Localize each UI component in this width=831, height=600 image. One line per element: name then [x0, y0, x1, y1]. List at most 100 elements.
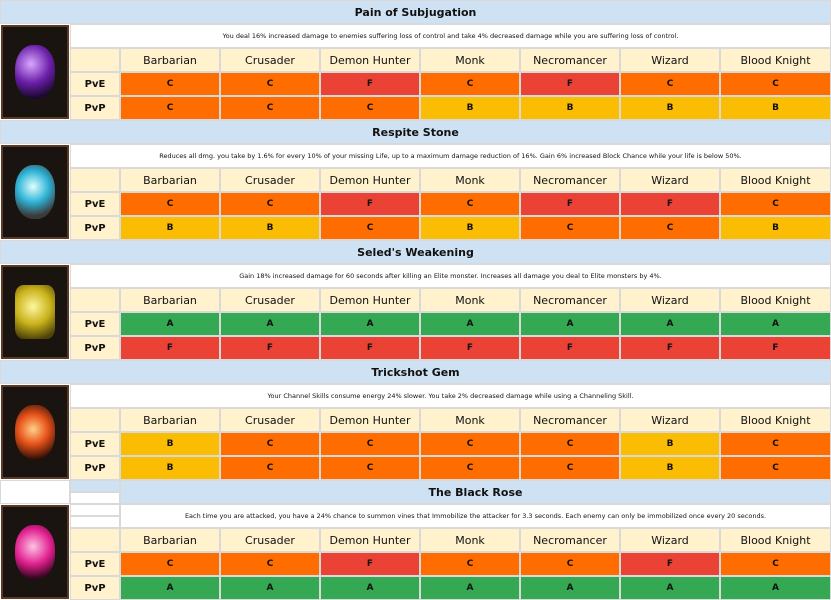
class-header: Blood Knight	[720, 528, 831, 552]
grade: B	[720, 216, 831, 240]
grade: B	[720, 96, 831, 120]
grade: F	[620, 552, 720, 576]
grade: C	[220, 456, 320, 480]
grade: C	[120, 192, 220, 216]
gem-title: Pain of Subjugation	[0, 0, 831, 24]
class-header: Wizard	[620, 48, 720, 72]
row-label: PvE	[70, 312, 120, 336]
grade: B	[420, 216, 520, 240]
grade: A	[520, 576, 620, 600]
class-header: Wizard	[620, 288, 720, 312]
grade: A	[220, 312, 320, 336]
grade: C	[720, 552, 831, 576]
row-label: PvP	[70, 576, 120, 600]
grade: B	[120, 432, 220, 456]
gem-title: Seled's Weakening	[0, 240, 831, 264]
header-corner	[70, 288, 120, 312]
class-header: Necromancer	[520, 168, 620, 192]
grade: F	[320, 192, 420, 216]
class-header: Demon Hunter	[320, 288, 420, 312]
grade: C	[520, 552, 620, 576]
grade: C	[720, 432, 831, 456]
class-header: Blood Knight	[720, 168, 831, 192]
grade: C	[420, 72, 520, 96]
gem-icon	[1, 505, 69, 599]
grade: F	[320, 336, 420, 360]
class-header: Crusader	[220, 168, 320, 192]
grade: F	[520, 72, 620, 96]
class-header: Wizard	[620, 528, 720, 552]
grade: C	[220, 552, 320, 576]
grade: B	[120, 456, 220, 480]
grade: A	[520, 312, 620, 336]
grade: C	[720, 192, 831, 216]
grade: A	[120, 576, 220, 600]
class-header: Barbarian	[120, 408, 220, 432]
class-header: Blood Knight	[720, 48, 831, 72]
spacer	[70, 504, 120, 516]
header-corner	[70, 48, 120, 72]
gem-title: The Black Rose	[120, 480, 831, 504]
grade: F	[620, 336, 720, 360]
grade: C	[120, 552, 220, 576]
spacer	[0, 480, 70, 504]
grade: C	[120, 96, 220, 120]
grade: C	[320, 216, 420, 240]
class-header: Barbarian	[120, 288, 220, 312]
gem-icon	[1, 145, 69, 239]
grade: C	[220, 432, 320, 456]
grade: F	[420, 336, 520, 360]
row-label: PvP	[70, 216, 120, 240]
grade: B	[520, 96, 620, 120]
grade: A	[320, 576, 420, 600]
spacer	[70, 492, 120, 504]
row-label: PvP	[70, 96, 120, 120]
grade: A	[620, 312, 720, 336]
header-corner	[70, 528, 120, 552]
class-header: Monk	[420, 528, 520, 552]
grade: C	[520, 456, 620, 480]
grade: C	[220, 96, 320, 120]
class-header: Wizard	[620, 408, 720, 432]
grade: A	[120, 312, 220, 336]
gem-description: Reduces all dmg. you take by 1.6% for ev…	[70, 144, 831, 168]
class-header: Barbarian	[120, 528, 220, 552]
row-label: PvE	[70, 72, 120, 96]
grade: F	[520, 336, 620, 360]
grade: F	[720, 336, 831, 360]
grade: C	[620, 216, 720, 240]
grade: F	[320, 72, 420, 96]
grade: A	[620, 576, 720, 600]
grade: B	[120, 216, 220, 240]
grade: F	[220, 336, 320, 360]
gem-title: Respite Stone	[0, 120, 831, 144]
grade: C	[420, 456, 520, 480]
grade: A	[420, 312, 520, 336]
grade: C	[520, 216, 620, 240]
spacer	[70, 516, 120, 528]
grade: A	[720, 576, 831, 600]
class-header: Demon Hunter	[320, 48, 420, 72]
grade: C	[120, 72, 220, 96]
grade: C	[320, 456, 420, 480]
grade: F	[520, 192, 620, 216]
grade: F	[120, 336, 220, 360]
spacer	[70, 480, 120, 492]
grade: C	[620, 72, 720, 96]
grade: C	[720, 72, 831, 96]
header-corner	[70, 168, 120, 192]
grade: A	[420, 576, 520, 600]
grade: C	[420, 552, 520, 576]
gem-description: You deal 16% increased damage to enemies…	[70, 24, 831, 48]
grade: C	[420, 432, 520, 456]
row-label: PvP	[70, 336, 120, 360]
class-header: Monk	[420, 48, 520, 72]
class-header: Wizard	[620, 168, 720, 192]
class-header: Crusader	[220, 48, 320, 72]
grade: B	[220, 216, 320, 240]
gem-title: Trickshot Gem	[0, 360, 831, 384]
class-header: Blood Knight	[720, 408, 831, 432]
class-header: Crusader	[220, 408, 320, 432]
grade: C	[720, 456, 831, 480]
class-header: Barbarian	[120, 48, 220, 72]
